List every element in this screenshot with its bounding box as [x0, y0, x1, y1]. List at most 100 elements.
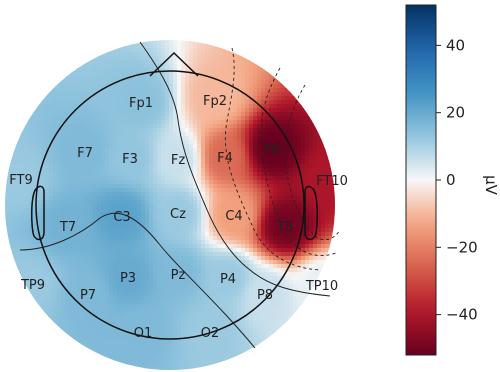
map-cell: [197, 132, 202, 137]
map-cell: [65, 144, 70, 149]
map-cell: [61, 272, 66, 277]
map-cell: [113, 312, 118, 317]
map-cell: [133, 240, 138, 245]
map-cell: [161, 104, 166, 109]
map-cell: [57, 260, 62, 265]
map-cell: [273, 252, 278, 257]
map-cell: [201, 272, 206, 277]
map-cell: [105, 308, 110, 313]
map-cell: [121, 316, 126, 321]
map-cell: [185, 252, 190, 257]
map-cell: [281, 172, 286, 177]
map-cell: [145, 284, 150, 289]
map-cell: [229, 132, 234, 137]
map-cell: [197, 224, 202, 229]
map-cell: [309, 176, 314, 181]
map-cell: [133, 316, 138, 321]
map-cell: [121, 92, 126, 97]
map-cell: [165, 264, 170, 269]
map-cell: [285, 136, 290, 141]
map-cell: [205, 168, 210, 173]
map-cell: [117, 260, 122, 265]
map-cell: [253, 280, 258, 285]
map-cell: [269, 224, 274, 229]
map-cell: [281, 264, 286, 269]
map-cell: [117, 172, 122, 177]
map-cell: [85, 252, 90, 257]
map-cell: [309, 256, 314, 261]
map-cell: [321, 272, 326, 277]
map-cell: [249, 152, 254, 157]
map-cell: [69, 248, 74, 253]
map-cell: [49, 212, 54, 217]
map-cell: [265, 180, 270, 185]
map-cell: [221, 56, 226, 61]
map-cell: [245, 160, 250, 165]
map-cell: [85, 68, 90, 73]
map-cell: [45, 200, 50, 205]
map-cell: [177, 148, 182, 153]
map-cell: [245, 236, 250, 241]
map-cell: [13, 164, 18, 169]
map-cell: [121, 304, 126, 309]
map-cell: [189, 188, 194, 193]
map-cell: [161, 188, 166, 193]
map-cell: [133, 132, 138, 137]
map-cell: [65, 264, 70, 269]
map-cell: [297, 96, 302, 101]
map-cell: [189, 196, 194, 201]
map-cell: [145, 60, 150, 65]
map-cell: [213, 168, 218, 173]
map-cell: [149, 308, 154, 313]
map-cell: [317, 164, 322, 169]
map-cell: [77, 92, 82, 97]
map-cell: [225, 116, 230, 121]
map-cell: [101, 168, 106, 173]
map-cell: [17, 144, 22, 149]
map-cell: [41, 268, 46, 273]
map-cell: [245, 172, 250, 177]
map-cell: [153, 168, 158, 173]
map-cell: [65, 216, 70, 221]
map-cell: [89, 220, 94, 225]
map-cell: [113, 300, 118, 305]
map-cell: [201, 264, 206, 269]
map-cell: [93, 172, 98, 177]
map-cell: [97, 68, 102, 73]
map-cell: [93, 208, 98, 213]
map-cell: [113, 212, 118, 217]
map-cell: [253, 220, 258, 225]
map-cell: [273, 136, 278, 141]
map-cell: [289, 284, 294, 289]
map-cell: [105, 100, 110, 105]
map-cell: [37, 252, 42, 257]
map-cell: [217, 172, 222, 177]
map-cell: [209, 156, 214, 161]
map-cell: [185, 188, 190, 193]
map-cell: [185, 312, 190, 317]
map-cell: [221, 296, 226, 301]
map-cell: [193, 300, 198, 305]
map-cell: [305, 204, 310, 209]
map-cell: [21, 276, 26, 281]
map-cell: [209, 200, 214, 205]
map-cell: [205, 92, 210, 97]
map-cell: [57, 180, 62, 185]
map-cell: [97, 140, 102, 145]
map-cell: [129, 112, 134, 117]
map-cell: [61, 156, 66, 161]
map-cell: [25, 208, 30, 213]
map-cell: [49, 168, 54, 173]
map-cell: [217, 300, 222, 305]
map-cell: [117, 224, 122, 229]
map-cell: [285, 108, 290, 113]
map-cell: [81, 252, 86, 257]
map-cell: [261, 292, 266, 297]
map-cell: [25, 152, 30, 157]
map-cell: [9, 196, 14, 201]
map-cell: [285, 296, 290, 301]
map-cell: [317, 220, 322, 225]
map-cell: [85, 212, 90, 217]
map-cell: [201, 232, 206, 237]
map-cell: [229, 292, 234, 297]
